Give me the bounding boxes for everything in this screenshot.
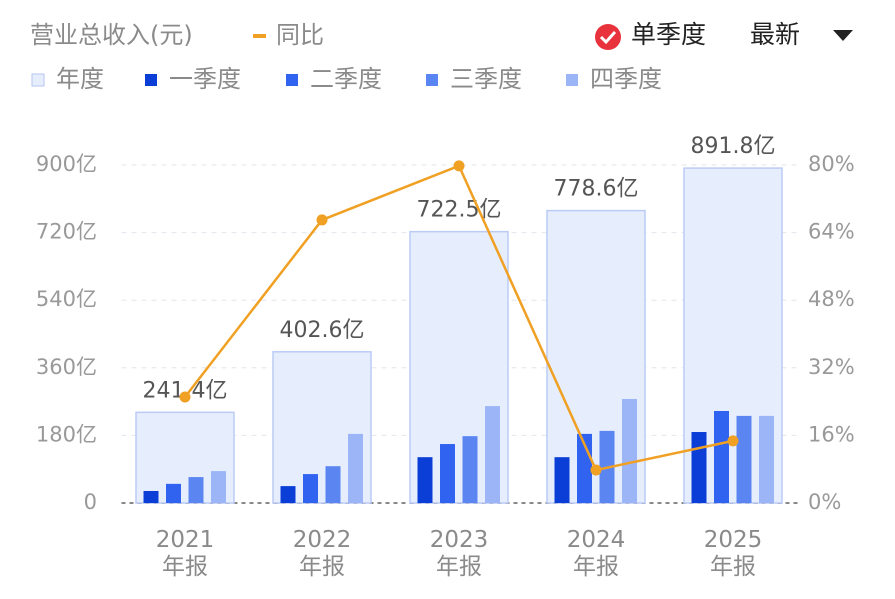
yoy-point: [316, 214, 328, 226]
yoy-point: [453, 160, 465, 172]
yoy-point: [727, 435, 739, 447]
legend-label: 一季度: [169, 65, 241, 93]
quarter-bar: [280, 486, 296, 503]
value-label: 891.8亿: [691, 134, 776, 159]
quarter-bar: [714, 410, 729, 503]
y-tick-label: 900亿: [36, 152, 97, 176]
quarter-bar: [348, 433, 363, 503]
quarter-bar: [554, 457, 570, 503]
y-tick-label: 720亿: [36, 220, 97, 244]
yoy-point: [179, 391, 191, 403]
x-tick-label: 2025 年报: [703, 527, 763, 580]
y-tick-label: 360亿: [36, 355, 97, 379]
y2-tick-label: 48%: [808, 287, 855, 311]
quarter-bar: [143, 490, 159, 503]
yoy-point: [590, 464, 602, 476]
y2-tick-label: 64%: [808, 220, 855, 244]
quarter-bar: [691, 432, 707, 503]
legend-swatch: [566, 74, 578, 86]
y-tick-label: 180亿: [36, 422, 97, 446]
legend-label: 四季度: [590, 65, 662, 93]
value-label: 722.5亿: [417, 198, 502, 223]
mode-toggle[interactable]: 单季度: [595, 20, 706, 50]
quarter-bar: [417, 457, 433, 503]
x-tick-label: 2021 年报: [155, 527, 215, 580]
chart-title: 营业总收入(元): [30, 21, 193, 49]
value-label: 778.6亿: [554, 177, 639, 202]
y2-tick-label: 16%: [808, 422, 855, 446]
quarter-bar: [188, 477, 204, 503]
dropdown-arrow: [833, 30, 853, 41]
quarter-bar: [622, 398, 637, 503]
legend-label: 同比: [276, 21, 324, 49]
value-label: 402.6亿: [280, 318, 365, 343]
legend-swatch: [145, 74, 157, 86]
quarter-bar: [325, 466, 341, 503]
legend-label: 二季度: [310, 65, 382, 93]
quarter-bar: [303, 474, 318, 503]
legend-swatch: [426, 74, 438, 86]
period-label: 最新: [750, 20, 800, 49]
legend-swatch: [286, 74, 298, 86]
check-icon: [595, 24, 621, 50]
y-tick-label: 0: [84, 490, 97, 514]
mode-label: 单季度: [631, 20, 706, 49]
quarter-bar: [736, 415, 752, 503]
y2-tick-label: 80%: [808, 152, 855, 176]
x-tick-label: 2022 年报: [292, 527, 352, 580]
legend-swatch: [31, 73, 45, 87]
quarter-bar: [440, 444, 455, 503]
x-tick-label: 2023 年报: [429, 527, 489, 580]
y2-tick-label: 0%: [808, 490, 841, 514]
quarter-bar: [462, 436, 478, 503]
x-tick-label: 2024 年报: [566, 527, 626, 580]
check-mark: [599, 30, 617, 45]
quarter-bar: [211, 471, 226, 503]
quarter-bar: [759, 415, 774, 503]
legend-label: 三季度: [450, 65, 522, 93]
quarter-bar: [166, 483, 181, 503]
legend-label: 年度: [56, 65, 104, 93]
period-dropdown[interactable]: 最新: [750, 20, 853, 49]
quarter-bar: [485, 406, 500, 503]
y-tick-label: 540亿: [36, 287, 97, 311]
y2-tick-label: 32%: [808, 355, 855, 379]
